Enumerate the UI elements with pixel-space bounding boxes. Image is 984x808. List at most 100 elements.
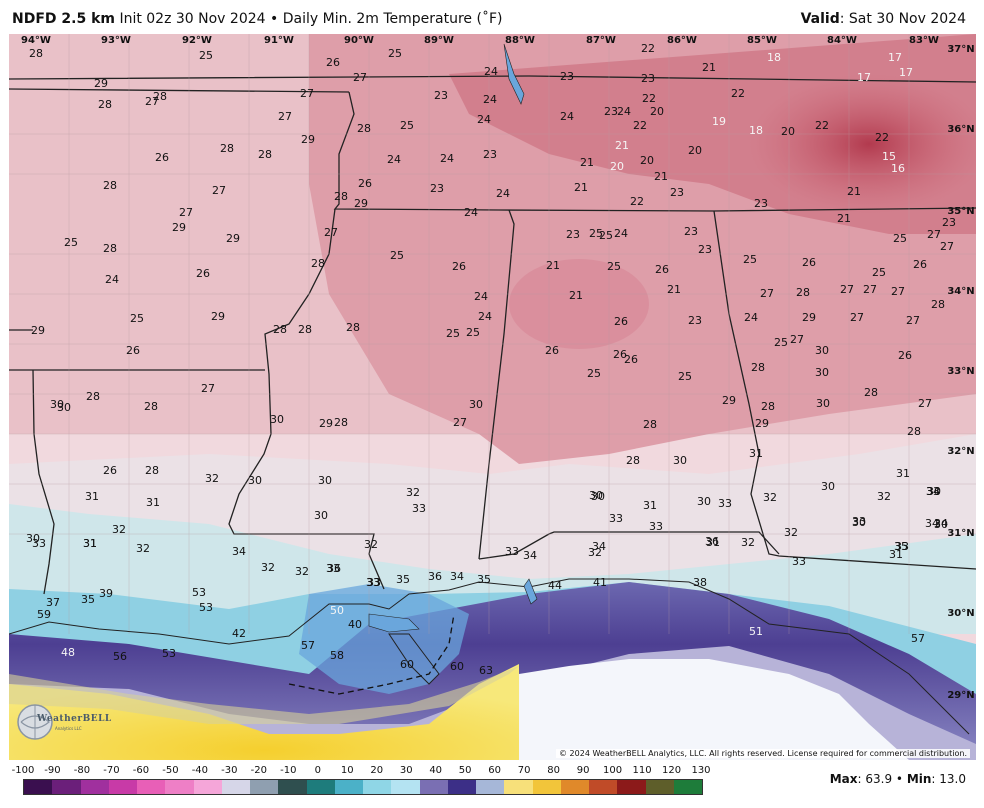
temperature-value: 30: [248, 474, 262, 487]
temperature-value: 26: [655, 263, 669, 276]
temperature-value: 33: [926, 485, 940, 498]
temperature-value: 29: [226, 232, 240, 245]
legend-ticks: -100 -90 -80 -70 -60 -50 -40 -30 -20 -10 0 10 20 30 40…: [12, 765, 712, 779]
legend-tick: 10: [340, 765, 354, 776]
temperature-value: 27: [863, 283, 877, 296]
mississippi-delta: [388, 633, 440, 685]
temperature-value: 27: [324, 226, 338, 239]
color-legend: -100 -90 -80 -70 -60 -50 -40 -30 -20 -10 0 10 20 30 40…: [0, 760, 984, 808]
temperature-value: 23: [430, 182, 444, 195]
temperature-value: 24: [483, 93, 497, 106]
latitude-label: 29°N: [947, 690, 974, 701]
temperature-value: 33: [32, 537, 46, 550]
legend-tick: -40: [191, 765, 209, 776]
temperature-value: 27: [300, 87, 314, 100]
temperature-value: 24: [474, 290, 488, 303]
temperature-value: 27: [353, 71, 367, 84]
temperature-value: 24: [617, 105, 631, 118]
temperature-value: 26: [802, 256, 816, 269]
temperature-value: 24: [478, 310, 492, 323]
mountain-cold-core: [749, 74, 976, 214]
logo-subtitle: Analytics LLC: [55, 726, 82, 731]
min-label: Min: [906, 772, 932, 786]
temperature-value: 28: [643, 418, 657, 431]
temperature-value: 28: [346, 321, 360, 334]
legend-tick: -30: [221, 765, 238, 776]
temperature-value: 21: [847, 185, 861, 198]
temperature-value: 27: [212, 184, 226, 197]
longitude-label: 84°W: [827, 35, 857, 46]
temperature-value: 41: [593, 576, 607, 589]
temperature-value: 26: [613, 348, 627, 361]
temperature-value: 29: [211, 310, 225, 323]
legend-color-swatch: [193, 780, 222, 794]
temperature-value: 22: [815, 119, 829, 132]
logo-globe-icon: [17, 704, 53, 740]
temperature-value: 22: [641, 42, 655, 55]
louisiana-blue-pocket: [299, 584, 469, 694]
temperature-value: 33: [792, 555, 806, 568]
temperature-value: 28: [103, 179, 117, 192]
temperature-value: 21: [654, 170, 668, 183]
temperature-value: 30: [318, 474, 332, 487]
legend-color-swatch: [363, 780, 392, 794]
latitude-labels: 37°N 36°N 35°N 34°N 33°N 32°N 31°N 30°N 29°N: [947, 44, 974, 701]
temperature-value: 30: [816, 397, 830, 410]
temperature-value: 25: [64, 236, 78, 249]
legend-color-swatch: [306, 780, 335, 794]
temperature-value: 20: [781, 125, 795, 138]
temperature-value: 30: [697, 495, 711, 508]
temperature-value: 31: [706, 536, 720, 549]
temperature-value: 30: [852, 516, 866, 529]
temperature-value: 32: [741, 536, 755, 549]
copyright-notice: © 2024 WeatherBELL Analytics, LLC. All r…: [556, 749, 970, 758]
temperature-value: 27: [906, 314, 920, 327]
map-title: NDFD 2.5 km Init 02z 30 Nov 2024 • Daily…: [12, 11, 502, 27]
temperature-value: 30: [270, 413, 284, 426]
temperature-value: 21: [574, 181, 588, 194]
temperature-value: 53: [162, 647, 176, 660]
temperature-value: 23: [698, 243, 712, 256]
legend-color-swatch: [560, 780, 589, 794]
temperature-value: 30: [673, 454, 687, 467]
temperature-value: 28: [153, 90, 167, 103]
temperature-value: 42: [232, 627, 246, 640]
latitude-label: 36°N: [947, 124, 974, 135]
longitude-label: 87°W: [586, 35, 616, 46]
temperature-value: 32: [877, 490, 891, 503]
temperature-value: 26: [326, 56, 340, 69]
legend-color-swatch: [278, 780, 307, 794]
title-separator: •: [270, 11, 279, 27]
temperature-value: 33: [505, 545, 519, 558]
temperature-value: 32: [763, 491, 777, 504]
temperature-value: 38: [693, 576, 707, 589]
legend-tick: -70: [103, 765, 120, 776]
legend-tick: 90: [576, 765, 590, 776]
maxmin-separator: •: [895, 772, 903, 786]
temperature-value: 40: [348, 618, 362, 631]
temperature-value: 29: [301, 133, 315, 146]
temperature-value: 20: [610, 160, 624, 173]
temperature-value: 60: [400, 658, 414, 671]
temperature-value: 28: [258, 148, 272, 161]
valid-value: : Sat 30 Nov 2024: [839, 11, 966, 27]
temperature-value: 35: [894, 540, 908, 553]
temperature-value: 26: [155, 151, 169, 164]
temperature-value: 33: [609, 512, 623, 525]
legend-color-swatch: [447, 780, 476, 794]
legend-color-swatch: [221, 780, 250, 794]
gulf-yellow-edge: [9, 666, 519, 724]
logo-name: WeatherBELL: [37, 714, 112, 724]
init-time: Init 02z 30 Nov 2024: [119, 11, 266, 27]
temperature-value: 30: [26, 532, 40, 545]
temperature-value: 31: [889, 548, 903, 561]
temperature-value: 23: [641, 72, 655, 85]
temperature-value: 28: [751, 361, 765, 374]
temperature-value: 26: [358, 177, 372, 190]
temperature-value: 32: [112, 523, 126, 536]
max-value: : 63.9: [857, 772, 893, 786]
temperature-value: 25: [130, 312, 144, 325]
temperature-value: 29: [172, 221, 186, 234]
temperature-value: 22: [875, 131, 889, 144]
temperature-value: 26: [126, 344, 140, 357]
